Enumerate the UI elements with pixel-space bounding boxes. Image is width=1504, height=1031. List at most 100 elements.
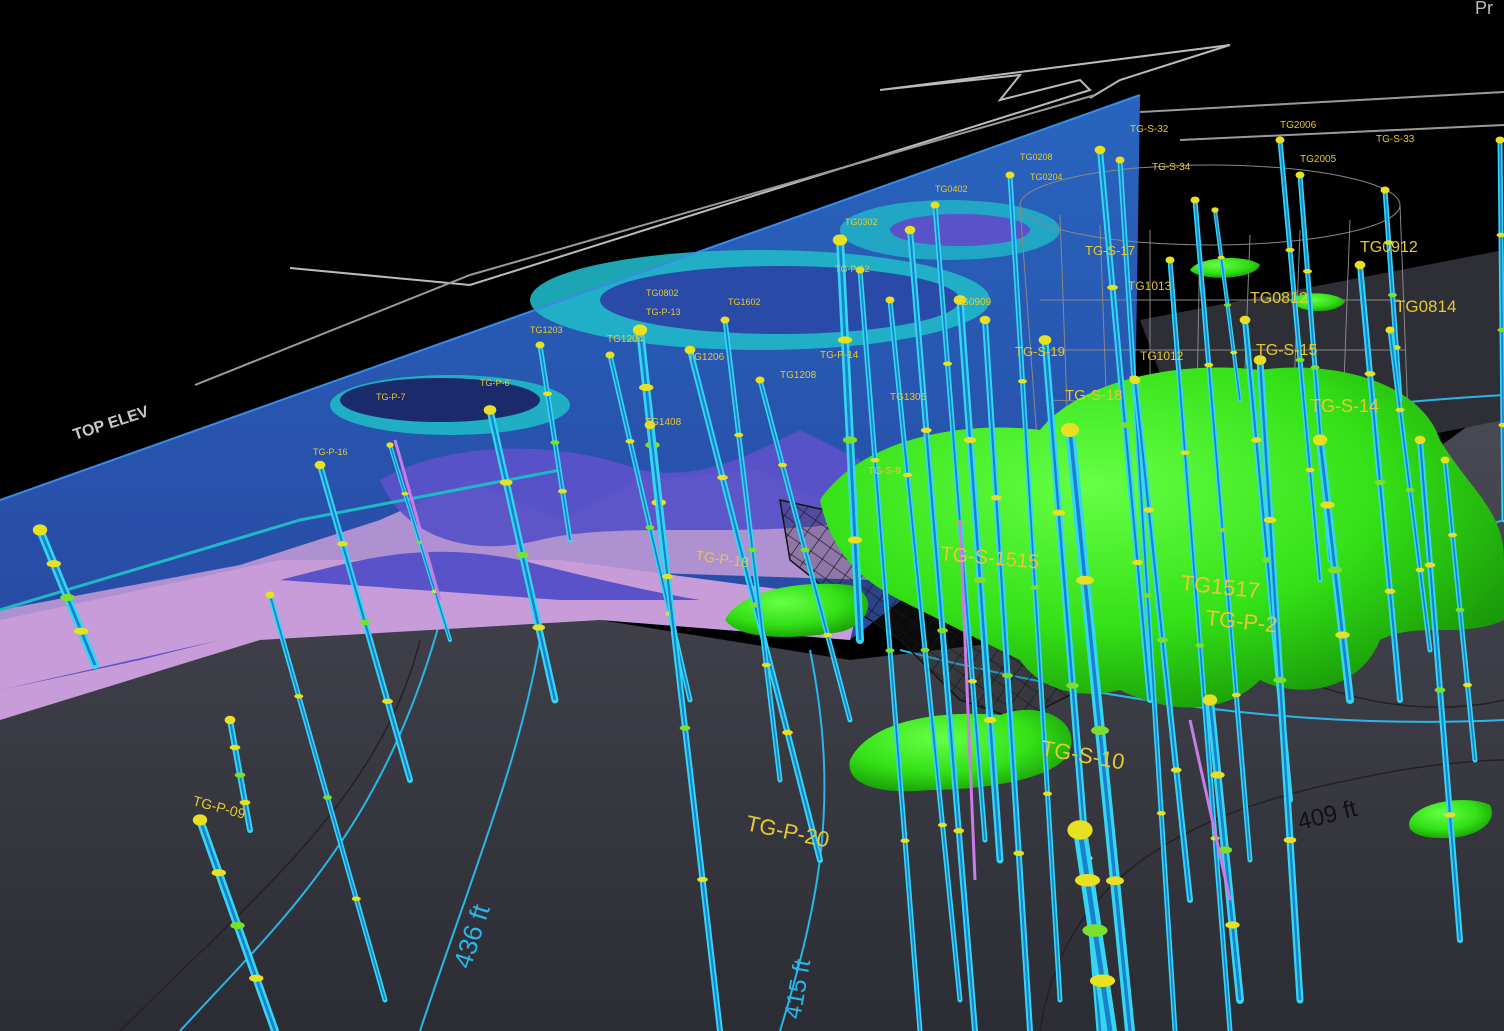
well-label[interactable]: TG0208 xyxy=(1020,152,1053,162)
boring-sample-marker xyxy=(697,876,708,883)
boring[interactable] xyxy=(958,519,977,881)
boring-sample-marker xyxy=(1157,637,1168,643)
well-label[interactable]: TG1408 xyxy=(645,417,682,428)
boring-sample-marker xyxy=(778,462,787,468)
well-label[interactable]: TG1013 xyxy=(1128,279,1172,293)
boring-sample-marker xyxy=(382,698,393,704)
well-label[interactable]: TG-S-15 xyxy=(1256,342,1317,359)
boring-sample-marker xyxy=(337,541,348,547)
well-label[interactable]: TG0402 xyxy=(935,184,968,194)
well-label[interactable]: TG-S-19 xyxy=(1015,344,1065,359)
boring-sample-marker xyxy=(990,495,1002,501)
boring-top-marker xyxy=(314,460,326,470)
site-outline xyxy=(289,44,1231,287)
boring-sample-marker xyxy=(1180,450,1190,455)
boring-top-marker xyxy=(1165,256,1175,264)
boring-sample-marker xyxy=(1210,771,1225,779)
site-outline-right xyxy=(1139,91,1504,141)
boring-sample-marker xyxy=(1225,921,1240,929)
boring-sample-marker xyxy=(717,474,728,481)
boring-sample-marker xyxy=(1444,812,1456,818)
well-label[interactable]: TG-P-14 xyxy=(820,350,859,361)
boring-sample-marker xyxy=(234,772,246,778)
boring-sample-marker xyxy=(1002,672,1013,679)
boring-sample-marker xyxy=(1217,846,1233,854)
well-label[interactable]: TG0204 xyxy=(1030,172,1063,182)
well-label[interactable]: TG-P-6 xyxy=(480,378,510,388)
well-label[interactable]: TG-P-7 xyxy=(376,392,406,402)
boring-sample-marker xyxy=(1263,516,1277,524)
well-label[interactable]: TG-S-18 xyxy=(1065,387,1123,404)
well-label[interactable]: TG0302 xyxy=(845,217,878,227)
well-label[interactable]: TG2006 xyxy=(1280,120,1317,131)
well-label[interactable]: TG1602 xyxy=(728,297,761,307)
boring-sample-marker xyxy=(920,647,930,653)
boring-sample-marker xyxy=(1119,422,1131,428)
well-label[interactable]: TG2005 xyxy=(1300,154,1337,165)
boring-top-marker xyxy=(1312,434,1328,446)
boring[interactable] xyxy=(1188,719,1232,901)
well-label[interactable]: TG-S-14 xyxy=(1310,396,1379,416)
boring-sample-marker xyxy=(1066,682,1079,689)
boring[interactable] xyxy=(393,439,442,601)
boring-sample-marker xyxy=(239,799,251,806)
well-label[interactable]: TG0802 xyxy=(646,288,679,298)
boring-sample-marker xyxy=(211,869,226,877)
well-label[interactable]: TG0909 xyxy=(955,297,992,308)
boring-top-marker xyxy=(1190,196,1200,204)
boring-sample-marker xyxy=(885,648,895,653)
well-label[interactable]: TG-S-9 xyxy=(868,466,901,477)
boring-sample-marker xyxy=(1170,767,1182,773)
boring-sample-marker xyxy=(625,439,635,444)
boring-top-marker xyxy=(1094,145,1106,155)
boring-sample-marker xyxy=(249,974,264,982)
boring-sample-marker xyxy=(550,440,560,445)
boring-top-marker xyxy=(535,341,545,349)
boring-sample-marker xyxy=(1074,873,1101,887)
well-label[interactable]: TG1208 xyxy=(780,370,817,381)
boring-top-marker xyxy=(885,296,895,304)
boring-sample-marker xyxy=(968,679,977,684)
boring-sample-marker xyxy=(1305,467,1315,473)
boring-top-marker xyxy=(855,266,865,274)
boring-top-marker xyxy=(979,315,991,325)
boring-top-marker xyxy=(265,591,275,599)
well-label[interactable]: TG1203 xyxy=(530,325,563,335)
well-label[interactable]: TG-S-17 xyxy=(1085,243,1135,258)
boring-sample-marker xyxy=(1107,284,1118,291)
boring-sample-marker xyxy=(1463,682,1472,688)
well-label[interactable]: TG1204 xyxy=(607,334,644,345)
well-label[interactable]: TG-S-34 xyxy=(1152,162,1191,173)
boring-sample-marker xyxy=(662,573,673,580)
boring-sample-marker xyxy=(1204,362,1214,368)
boring-sample-marker xyxy=(1043,791,1052,796)
well-label[interactable]: TG0814 xyxy=(1395,297,1456,316)
well-label[interactable]: TG-P-18 xyxy=(695,547,751,570)
well-label[interactable]: TG-P-13 xyxy=(646,307,681,317)
boring-sample-marker xyxy=(1143,507,1155,513)
well-label[interactable]: TG1012 xyxy=(1140,349,1184,363)
boring-sample-marker xyxy=(920,427,932,433)
boring-sample-marker xyxy=(1223,303,1232,307)
boring-sample-marker xyxy=(1415,567,1425,573)
boring-sample-marker xyxy=(761,662,771,668)
well-label[interactable]: TG-P-12 xyxy=(835,264,870,274)
boring-sample-marker xyxy=(1335,631,1350,639)
well-label[interactable]: TG-S-32 xyxy=(1130,124,1169,135)
boring-top-marker xyxy=(1253,355,1267,365)
boring-sample-marker xyxy=(1076,575,1094,585)
boring-sample-marker xyxy=(1395,407,1405,413)
well-label[interactable]: TG1206 xyxy=(688,352,725,363)
boring-sample-marker xyxy=(983,716,997,724)
well-label[interactable]: TG-S-33 xyxy=(1376,134,1415,145)
well-label[interactable]: TG-P-16 xyxy=(313,447,348,457)
boring-sample-marker xyxy=(1310,365,1320,370)
boring-sample-marker xyxy=(1384,588,1396,594)
well-label[interactable]: TG0912 xyxy=(1360,239,1418,256)
well-label[interactable]: TG0812 xyxy=(1250,290,1308,307)
well-label[interactable]: TG1305 xyxy=(890,392,927,403)
boring-top-marker xyxy=(32,524,48,536)
boring-sample-marker xyxy=(1285,247,1295,253)
